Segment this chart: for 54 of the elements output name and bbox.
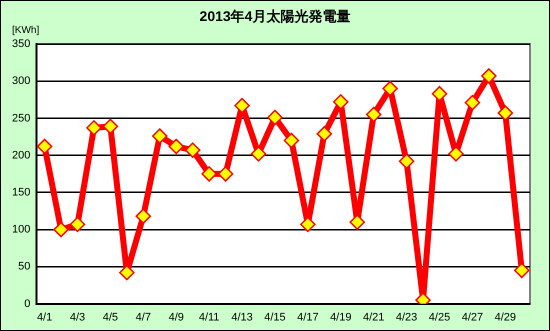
chart-title: 2013年4月太陽光発電量 bbox=[200, 8, 350, 24]
point bbox=[250, 146, 266, 162]
x-tick-label: 4/29 bbox=[494, 311, 516, 324]
y-tick-label: 250 bbox=[12, 112, 30, 124]
point bbox=[86, 120, 102, 136]
point bbox=[53, 222, 69, 238]
y-tick-label: 50 bbox=[18, 260, 30, 273]
point bbox=[398, 154, 414, 170]
point bbox=[136, 208, 152, 224]
x-tick-label: 4/27 bbox=[462, 311, 484, 324]
y-tick-label: 150 bbox=[12, 186, 30, 198]
point bbox=[284, 132, 300, 148]
point bbox=[102, 118, 118, 134]
point bbox=[498, 105, 514, 121]
point bbox=[300, 216, 316, 232]
y-tick-label: 350 bbox=[12, 38, 30, 50]
point bbox=[366, 106, 382, 122]
point bbox=[234, 98, 250, 114]
point bbox=[267, 110, 283, 126]
x-tick-label: 4/5 bbox=[102, 311, 118, 324]
point bbox=[382, 80, 398, 96]
y-axis-title: [KWh] bbox=[12, 24, 40, 36]
x-tick-label: 4/17 bbox=[297, 311, 319, 324]
point bbox=[119, 264, 135, 280]
x-tick-label: 4/9 bbox=[168, 311, 184, 324]
point bbox=[316, 126, 332, 142]
y-tick-label: 200 bbox=[12, 149, 30, 162]
point bbox=[448, 146, 464, 162]
x-tick-label: 4/1 bbox=[36, 311, 52, 324]
x-tick-label: 4/21 bbox=[362, 311, 384, 324]
point bbox=[514, 262, 530, 278]
x-tick-label: 4/15 bbox=[264, 311, 286, 324]
point bbox=[70, 216, 86, 232]
point bbox=[481, 68, 497, 84]
x-tick-label: 4/25 bbox=[428, 311, 450, 324]
x-tick-label: 4/11 bbox=[198, 311, 220, 324]
point bbox=[201, 166, 217, 182]
point bbox=[464, 94, 480, 110]
y-tick-label: 300 bbox=[12, 75, 30, 88]
x-tick-label: 4/3 bbox=[70, 311, 86, 324]
point bbox=[184, 142, 200, 158]
point bbox=[218, 166, 234, 182]
y-tick-label: 100 bbox=[12, 224, 30, 236]
x-tick-label: 4/13 bbox=[231, 311, 253, 324]
point bbox=[168, 138, 184, 154]
point bbox=[432, 86, 448, 102]
point bbox=[349, 214, 365, 230]
point bbox=[36, 138, 52, 154]
x-tick-label: 4/19 bbox=[330, 311, 352, 324]
y-tick-label: 0 bbox=[24, 298, 30, 310]
x-tick-label: 4/23 bbox=[396, 311, 418, 324]
x-tick-label: 4/7 bbox=[136, 311, 151, 324]
point bbox=[152, 128, 168, 144]
point bbox=[333, 94, 349, 110]
